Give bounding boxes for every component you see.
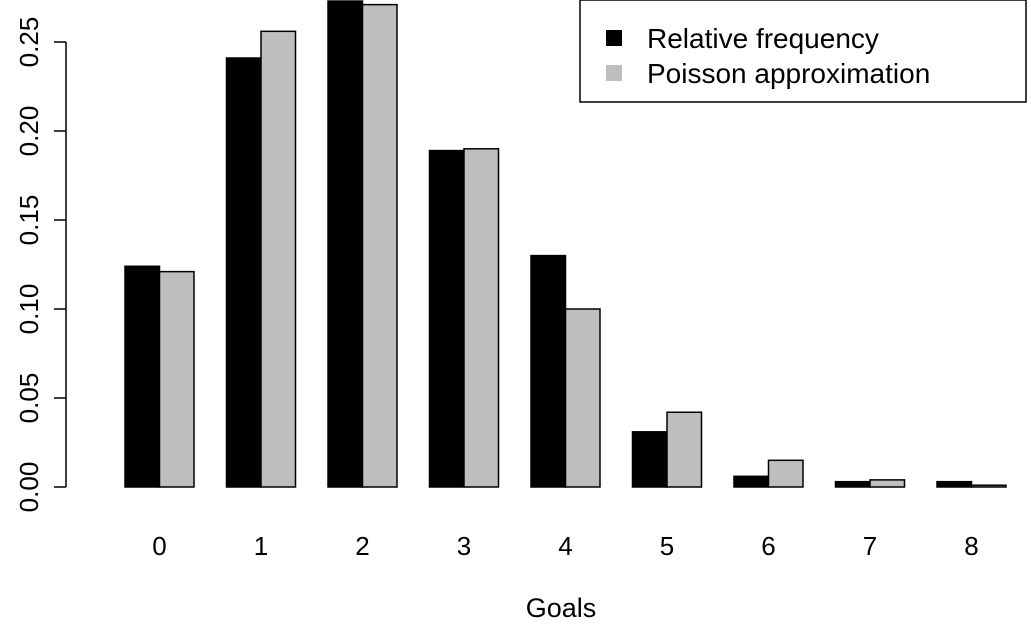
bar-relative-frequency-0 xyxy=(124,265,161,488)
bar-relative-frequency-3 xyxy=(428,149,465,488)
legend-swatch-poisson-approximation xyxy=(606,65,622,81)
y-tick-label: 0.20 xyxy=(14,106,44,157)
x-tick-label: 4 xyxy=(558,531,572,561)
x-tick-label: 5 xyxy=(660,531,674,561)
legend-label-poisson-approximation: Poisson approximation xyxy=(647,58,930,89)
x-tick-labels: 0 1 2 3 4 5 6 7 8 xyxy=(152,531,978,561)
y-tick-label: 0.25 xyxy=(14,17,44,68)
legend: Relative frequency Poisson approximation xyxy=(579,0,1027,103)
x-tick-label: 3 xyxy=(457,531,471,561)
bar-poisson-approximation-6 xyxy=(767,459,804,488)
bar-poisson-approximation-2 xyxy=(361,3,398,488)
bar-poisson-approximation-4 xyxy=(564,308,601,488)
bar-poisson-approximation-1 xyxy=(260,30,297,488)
bar-relative-frequency-6 xyxy=(733,475,770,488)
bar-relative-frequency-2 xyxy=(327,0,364,488)
bar-poisson-approximation-0 xyxy=(158,270,195,488)
bar-relative-frequency-1 xyxy=(225,57,262,488)
x-tick-label: 2 xyxy=(355,531,369,561)
bar-relative-frequency-4 xyxy=(530,254,567,488)
x-axis-label: Goals xyxy=(526,593,597,623)
bar-poisson-approximation-3 xyxy=(463,148,500,488)
legend-label-relative-frequency: Relative frequency xyxy=(647,23,879,54)
y-tick-label: 0.10 xyxy=(14,284,44,335)
bar-relative-frequency-8 xyxy=(936,480,973,488)
bar-poisson-approximation-7 xyxy=(869,479,906,488)
legend-box xyxy=(579,0,1027,103)
x-tick-label: 0 xyxy=(152,531,166,561)
x-tick-label: 1 xyxy=(254,531,268,561)
x-tick-label: 6 xyxy=(761,531,775,561)
legend-swatch-relative-frequency xyxy=(606,30,622,46)
y-tick-label: 0.00 xyxy=(14,462,44,513)
bar-poisson-approximation-8 xyxy=(970,484,1007,488)
x-tick-label: 7 xyxy=(863,531,877,561)
bar-relative-frequency-5 xyxy=(631,431,668,488)
y-tick-label: 0.15 xyxy=(14,195,44,246)
y-tick-label: 0.05 xyxy=(14,373,44,424)
bar-relative-frequency-7 xyxy=(834,480,871,488)
y-axis: 0.00 0.05 0.10 0.15 0.20 0.25 xyxy=(14,17,67,513)
x-tick-label: 8 xyxy=(964,531,978,561)
bar-poisson-approximation-5 xyxy=(666,411,703,488)
bars-group xyxy=(124,0,1007,488)
